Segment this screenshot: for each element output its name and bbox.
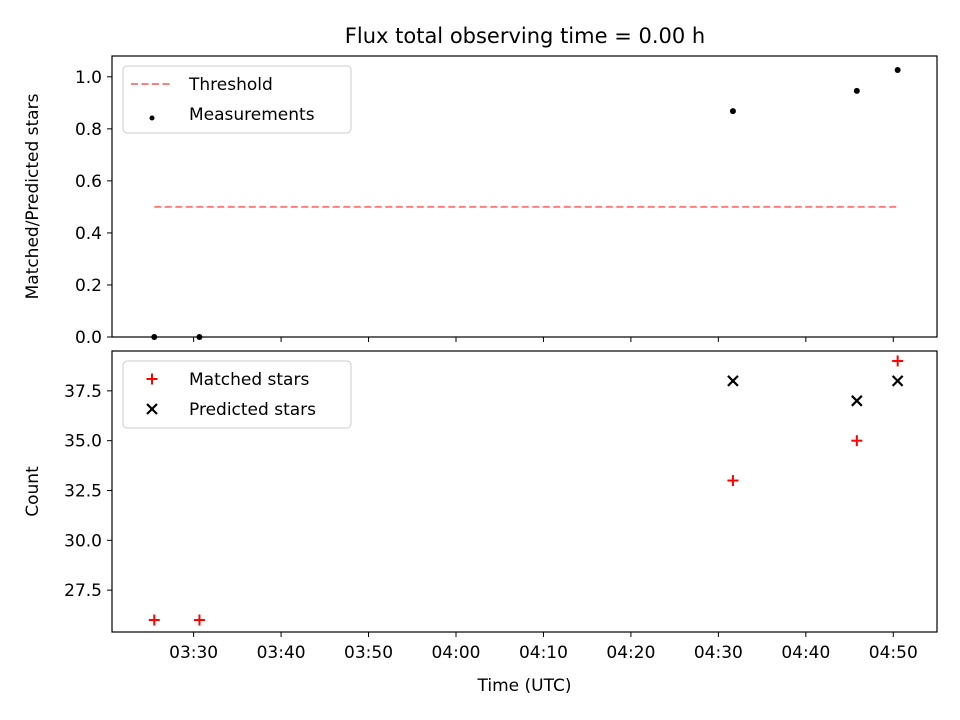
y-tick-label: 37.5 (64, 382, 102, 402)
bottom-panel: 03:30 03:40 03:50 04:00 04:10 04:20 04:30 04:40… (23, 350, 938, 696)
y-tick-label: 32.5 (64, 482, 102, 502)
x-tick-label: 04:40 (781, 643, 830, 663)
y-tick-label: 1.0 (75, 68, 102, 88)
matched-star-marker (193, 614, 205, 626)
series-predicted-stars (727, 375, 904, 407)
cross-b (851, 395, 863, 407)
measurement-point (729, 108, 736, 115)
measurement-point (894, 67, 901, 74)
cross-b (727, 375, 739, 387)
x-tick-label: 04:20 (606, 643, 655, 663)
legend: Matched stars Predicted stars (122, 360, 352, 429)
series-matched-stars (148, 355, 904, 626)
legend-swatch-matched (146, 373, 158, 385)
y-tick-label: 35.0 (64, 432, 102, 452)
x-axis-label: Time (UTC) (477, 676, 572, 696)
x-tick-label: 04:00 (431, 643, 480, 663)
x-tick-label: 03:50 (344, 643, 393, 663)
legend-label: Threshold (188, 75, 273, 95)
legend-swatch-predicted (146, 403, 158, 415)
chart-title: Flux total observing time = 0.00 h (345, 24, 705, 48)
x-tick-label: 04:10 (519, 643, 568, 663)
y-axis-label: Count (23, 466, 43, 517)
plot-frame (111, 350, 938, 633)
top-panel: 0.0 0.2 0.4 0.6 0.8 1.0 Matched/Predicted star… (23, 55, 938, 348)
y-tick-label: 0.2 (75, 276, 102, 296)
y-tick-label: 30.0 (64, 531, 102, 551)
predicted-star-marker (851, 395, 863, 407)
matched-star-marker (851, 435, 863, 447)
cross-b (146, 403, 158, 415)
x-tick-label: 03:30 (169, 643, 218, 663)
y-tick-label: 0.4 (75, 224, 102, 244)
y-axis-label: Matched/Predicted stars (23, 93, 43, 299)
matched-star-marker (892, 355, 904, 367)
y-tick-label: 0.6 (75, 172, 102, 192)
x-tick-label: 04:50 (869, 643, 918, 663)
legend-swatch-measurements (149, 115, 155, 121)
y-tick-label: 0.0 (75, 328, 102, 348)
y-tick-label: 27.5 (64, 581, 102, 601)
measurement-point (853, 87, 860, 94)
legend-box (122, 65, 352, 134)
x-tick-label: 04:30 (694, 643, 743, 663)
legend-label: Predicted stars (189, 400, 316, 420)
x-tick-label: 03:40 (257, 643, 306, 663)
plot-frame (111, 55, 938, 338)
legend-label: Measurements (189, 105, 315, 125)
legend-label: Matched stars (189, 370, 309, 390)
predicted-star-marker (891, 375, 904, 387)
matched-star-marker (727, 475, 739, 487)
legend-box (122, 360, 352, 429)
legend: Threshold Measurements (122, 65, 352, 134)
matched-star-marker (148, 614, 160, 626)
y-tick-label: 0.8 (75, 120, 102, 140)
cross-b (891, 375, 904, 387)
predicted-star-marker (727, 375, 739, 387)
